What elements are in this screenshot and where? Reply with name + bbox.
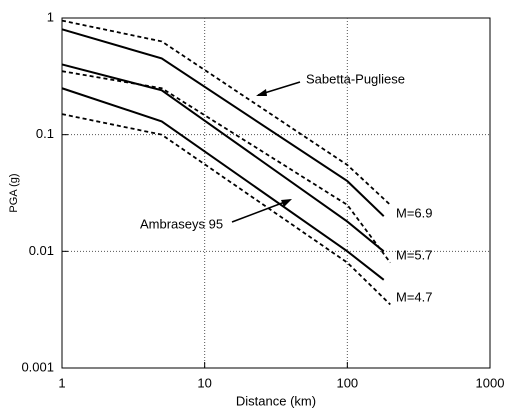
y-axis-label: PGA (g) xyxy=(8,173,20,212)
x-tick-label: 10 xyxy=(197,375,211,390)
annotation: Sabetta-Pugliese xyxy=(306,71,405,86)
x-tick-label: 1000 xyxy=(476,375,505,390)
dashed-line xyxy=(61,19,391,206)
y-tick-label: 0.001 xyxy=(21,359,54,374)
annotation: M=5.7 xyxy=(396,247,433,262)
dashed-line xyxy=(61,70,392,264)
annotation-arrowhead xyxy=(256,89,267,96)
solid-line xyxy=(61,63,385,253)
y-tick-label: 1 xyxy=(47,9,54,24)
annotation-arrowhead xyxy=(281,199,292,207)
annotation: Ambraseys 95 xyxy=(140,216,223,231)
solid-line xyxy=(61,87,385,281)
x-tick-label: 1 xyxy=(58,375,65,390)
annotation: M=6.9 xyxy=(396,205,433,220)
y-tick-label: 0.01 xyxy=(29,243,54,258)
dashed-line xyxy=(61,113,391,306)
annotation: M=4.7 xyxy=(396,289,433,304)
x-axis-label: Distance (km) xyxy=(236,393,316,408)
y-tick-label: 0.1 xyxy=(36,126,54,141)
solid-line xyxy=(61,28,385,217)
x-tick-label: 100 xyxy=(336,375,358,390)
plot-frame xyxy=(61,17,491,369)
annotation-arrow xyxy=(231,199,291,223)
